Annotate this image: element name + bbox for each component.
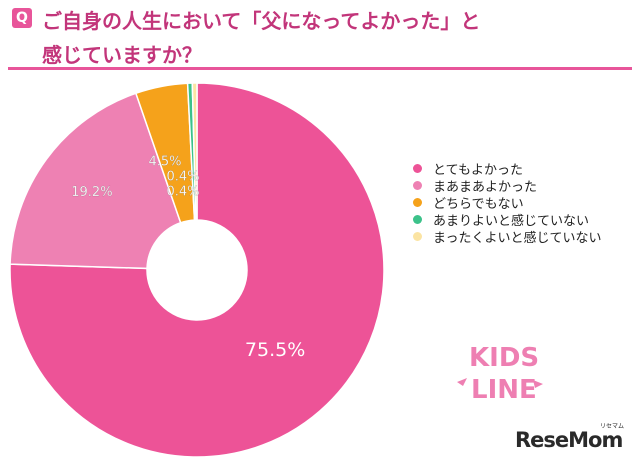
legend-dot-icon (413, 214, 422, 224)
pie-slice-1 (9, 82, 385, 458)
legend-item: どちらでもない (413, 194, 601, 212)
data-label-3: 4.5% (148, 155, 181, 170)
question-line-1: ご自身の人生において「父になってよかった」と (42, 9, 481, 33)
kids-logo-text: KIDS (469, 343, 539, 373)
legend-label: とてもよかった (433, 162, 523, 178)
legend-dot-icon (413, 197, 422, 207)
page-title: ご自身の人生において「父になってよかった」と 感じていますか？ (42, 4, 632, 72)
kids-line-logo: KIDS LINE (457, 343, 543, 405)
legend-item: あまりよいと感じていない (413, 211, 601, 229)
legend-label: あまりよいと感じていない (433, 213, 590, 229)
legend-item: まあまあよかった (413, 177, 601, 195)
legend-item: まったくよいと感じていない (413, 228, 602, 246)
resemom-kana: リセマム (600, 423, 625, 430)
title-divider (8, 67, 632, 70)
legend-dot-icon (413, 231, 422, 241)
question-badge: Q (12, 8, 32, 28)
pie-slice-5 (191, 82, 198, 221)
chart-legend: とてもよかった まあまあよかった どちらでもない あまりよいと感じていない まったくよい… (413, 160, 602, 246)
data-label-2: 19.2% (71, 185, 112, 200)
data-label-1: 75.5% (245, 339, 305, 361)
legend-label: どちらでもない (433, 196, 524, 212)
legend-label: まあまあよかった (433, 179, 538, 195)
legend-dot-icon (413, 163, 422, 173)
question-line-2: 感じていますか？ (42, 43, 202, 67)
resemom-logo: ReseMom (515, 428, 623, 452)
pie-slice-2 (9, 92, 182, 270)
legend-item: とてもよかった (413, 160, 601, 178)
logo-arrows-icon (457, 378, 543, 388)
data-label-5: 0.4% (166, 185, 199, 200)
legend-label: まったくよいと感じていない (433, 230, 602, 246)
data-label-4: 0.4% (166, 170, 199, 185)
legend-dot-icon (413, 180, 422, 190)
line-logo-text: LINE (471, 375, 537, 405)
